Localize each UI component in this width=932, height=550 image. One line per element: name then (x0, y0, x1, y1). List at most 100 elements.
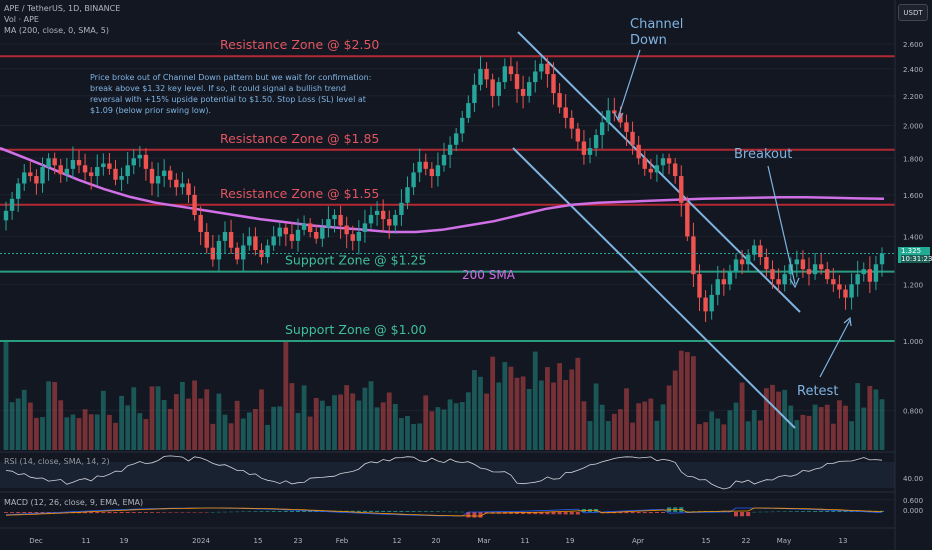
macd-hist-bar (843, 510, 848, 512)
macd-hist-bar (113, 512, 118, 514)
volume-bar (234, 400, 240, 450)
candle-body (3, 210, 9, 221)
candle-body (28, 172, 33, 177)
candle-body (831, 279, 836, 285)
volume-bar (326, 406, 331, 450)
candle-body (186, 183, 191, 195)
volume-bar (855, 383, 861, 450)
volume-bar (672, 370, 678, 450)
note-line-2: break above $1.32 key level. If so, it c… (90, 84, 346, 93)
candle-body (174, 179, 179, 188)
volume-bar (356, 400, 362, 450)
macd-hist-bar (265, 511, 270, 512)
volume-bar (697, 424, 702, 450)
volume-bar (818, 407, 824, 450)
candle-body (326, 219, 331, 228)
price-tick-label: 1.600 (903, 192, 923, 200)
volume-bar (684, 352, 690, 450)
macd-hist-bar (204, 512, 209, 513)
volume-bar (222, 414, 228, 450)
macd-hist-bar (95, 512, 100, 514)
note-line-4: $1.09 (below prior swing low). (90, 106, 211, 115)
candle-body (101, 163, 106, 168)
volume-bar (757, 420, 763, 450)
volume-bar (283, 340, 289, 450)
volume-bar (368, 381, 374, 450)
candle-body (253, 236, 258, 251)
volume-bar (812, 404, 818, 450)
macd-hist-bar (28, 512, 33, 514)
candle-body (113, 168, 118, 180)
macd-hist-bar (16, 512, 21, 513)
macd-hist-bar (308, 510, 313, 512)
candle-body (399, 202, 404, 215)
macd-hist-bar (247, 511, 252, 512)
candle-body (788, 264, 793, 275)
volume-bar (605, 421, 611, 450)
price-tick-label: 1.400 (903, 233, 923, 241)
volume-bar (21, 389, 27, 450)
volume-bar (271, 406, 277, 450)
volume-bar (210, 423, 216, 450)
candle-body (703, 297, 708, 312)
volume-bar (611, 413, 617, 450)
volume-bar (551, 382, 556, 450)
volume-bar (27, 402, 33, 450)
time-tick-label: Mar (477, 537, 490, 545)
volume-bar (557, 363, 562, 450)
macd-hist-bar (168, 512, 173, 513)
volume-bar (709, 411, 715, 450)
macd-hist-bar (752, 511, 757, 513)
breakout-arrowhead (789, 277, 800, 289)
macd-hist-bar (283, 511, 288, 512)
time-tick-label: 11 (82, 537, 91, 545)
candle-body (581, 141, 587, 155)
volume-bar (465, 392, 471, 450)
volume-bar (277, 406, 283, 450)
candle-body (496, 82, 501, 96)
macd-hist-bar (162, 512, 167, 513)
macd-hist-bar (642, 512, 647, 514)
candle-body (192, 194, 197, 215)
macd-hist-bar (575, 512, 580, 515)
macd-hist-bar (563, 512, 568, 515)
volume-bar (161, 400, 167, 450)
candle-body (295, 229, 301, 241)
macd-hist-bar (740, 512, 745, 517)
zone-label: Resistance Zone @ $2.50 (220, 37, 379, 52)
macd-hist-bar (442, 511, 446, 513)
volume-bar (502, 362, 508, 450)
macd-pane (0, 507, 895, 529)
macd-hist-bar (235, 511, 240, 513)
macd-hist-bar (636, 512, 641, 514)
macd-hist-bar (150, 512, 154, 513)
candle-body (374, 210, 380, 215)
volume-bar (599, 404, 605, 450)
macd-hist-bar (253, 511, 258, 512)
macd-signal-line (5, 507, 883, 517)
macd-hist-bar (448, 511, 453, 513)
macd-hist-bar (180, 512, 185, 513)
macd-hist-bar (107, 512, 112, 514)
time-tick-label: 19 (120, 537, 129, 545)
time-tick-label: 20 (432, 537, 441, 545)
candle-body (222, 232, 228, 241)
time-tick-label: 11 (521, 537, 530, 545)
macd-hist-bar (569, 512, 574, 515)
price-zones (0, 55, 895, 342)
volume-bar (94, 414, 100, 450)
volume-bar (459, 402, 465, 450)
candle-body (660, 158, 666, 166)
currency-button[interactable]: USDT (898, 4, 928, 21)
volume-bar (837, 400, 842, 450)
price-tick-label: 2.200 (903, 93, 923, 101)
candle-body (490, 79, 495, 96)
note-line-1: Price broke out of Channel Down pattern … (90, 73, 371, 82)
macd-hist-bar (34, 512, 39, 514)
candle-body (843, 289, 848, 298)
rsi-axis-tick-40: 40.00 (903, 475, 923, 483)
candle-body (265, 245, 270, 258)
macd-hist-bar (405, 511, 410, 512)
candle-body (204, 232, 209, 248)
